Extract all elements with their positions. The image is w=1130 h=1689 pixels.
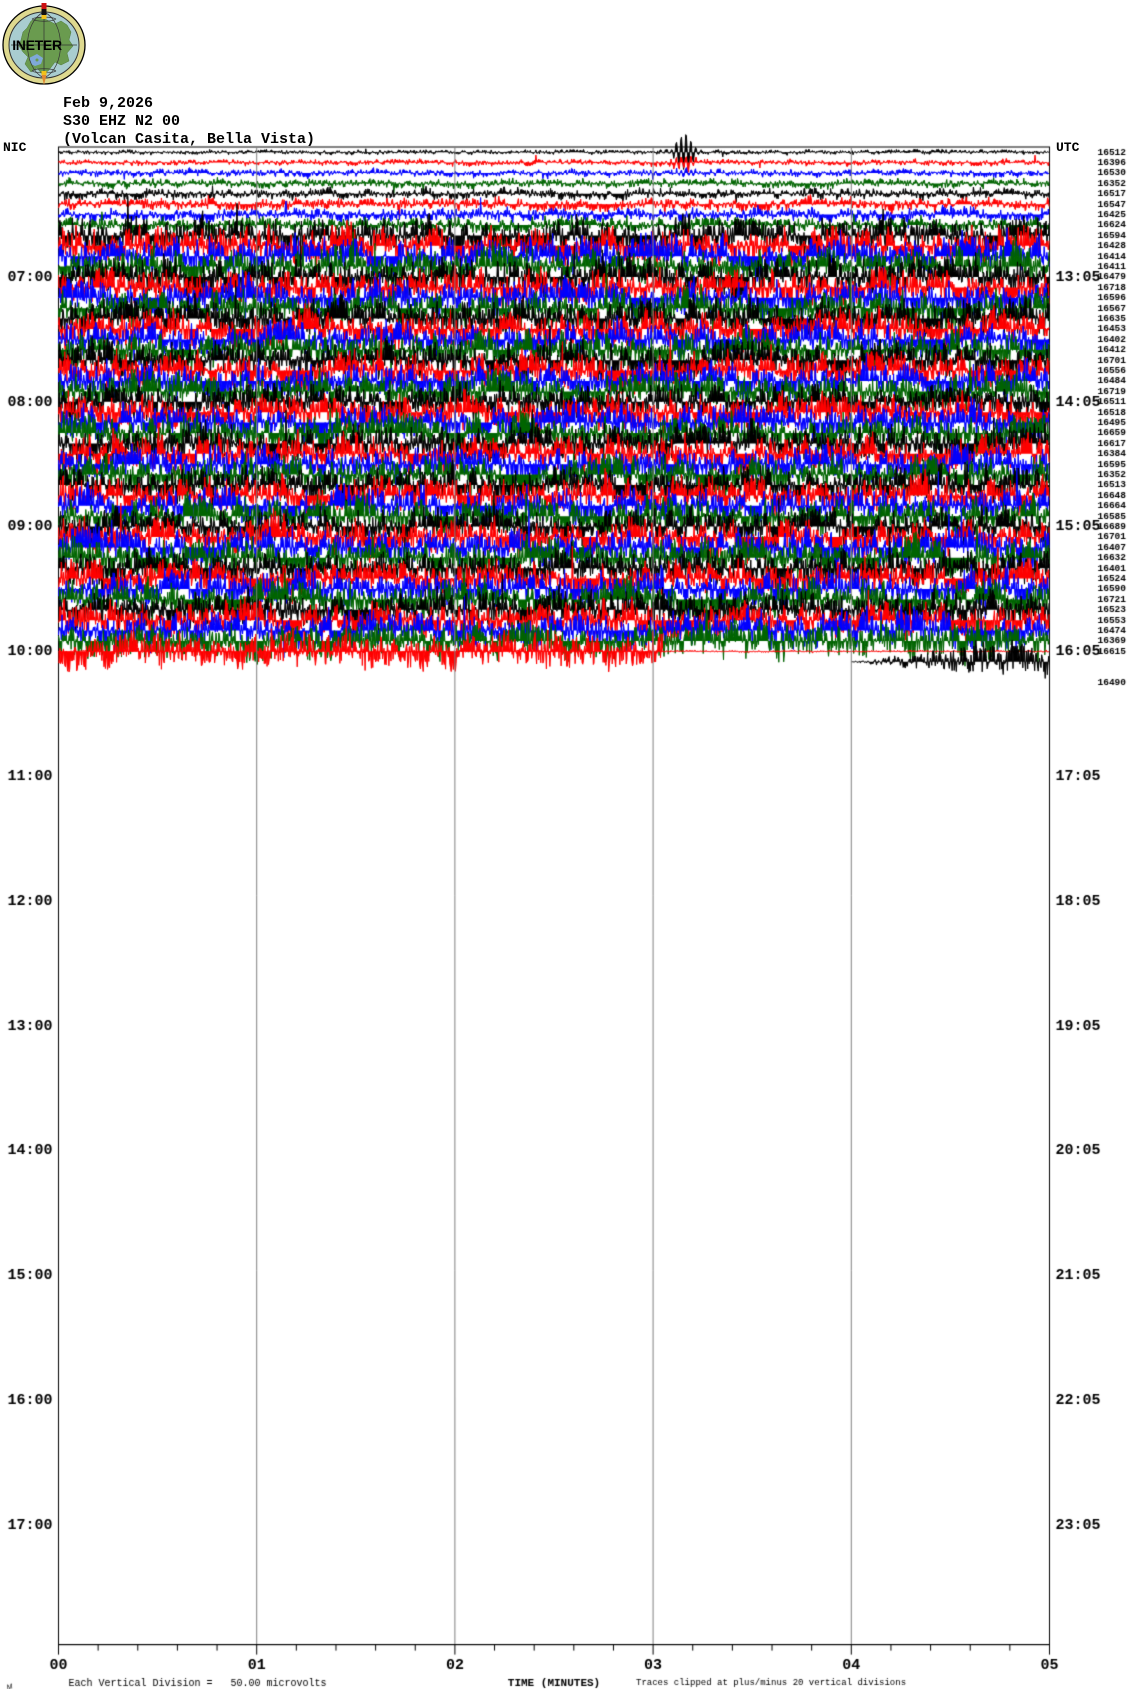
svg-text:INETER: INETER (12, 37, 62, 53)
